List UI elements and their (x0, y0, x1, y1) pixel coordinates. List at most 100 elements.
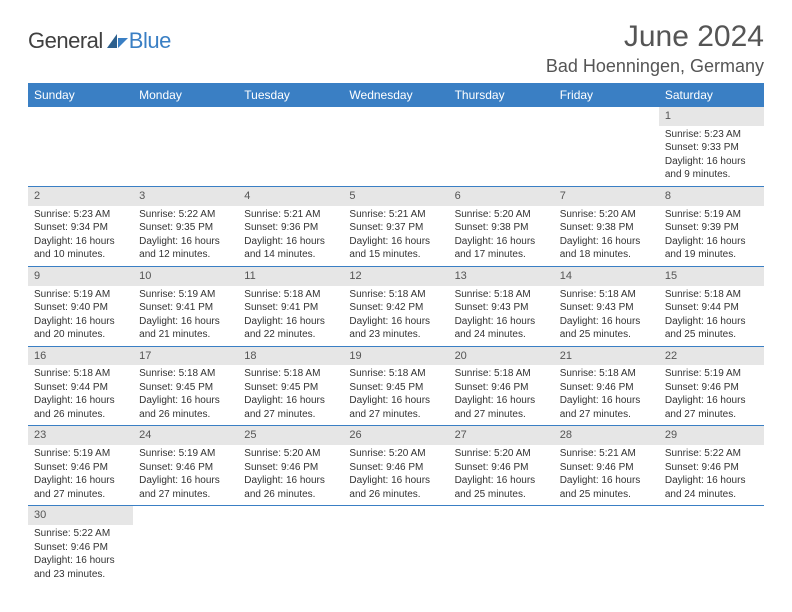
sunrise-line: Sunrise: 5:22 AM (139, 208, 232, 222)
sunrise-line: Sunrise: 5:23 AM (665, 128, 758, 142)
day-number: 19 (343, 347, 448, 366)
sunrise-line: Sunrise: 5:20 AM (349, 447, 442, 461)
day-number: 13 (449, 267, 554, 286)
sunrise-line: Sunrise: 5:18 AM (665, 288, 758, 302)
calendar-table: Sunday Monday Tuesday Wednesday Thursday… (28, 83, 764, 585)
daylight-line: Daylight: 16 hours and 26 minutes. (139, 394, 232, 421)
day-number: 29 (659, 426, 764, 445)
sunset-line: Sunset: 9:44 PM (34, 381, 127, 395)
sunrise-line: Sunrise: 5:19 AM (34, 447, 127, 461)
daylight-line: Daylight: 16 hours and 27 minutes. (244, 394, 337, 421)
day-number: 21 (554, 347, 659, 366)
day-details: Sunrise: 5:23 AMSunset: 9:33 PMDaylight:… (659, 126, 764, 186)
calendar-cell: 17Sunrise: 5:18 AMSunset: 9:45 PMDayligh… (133, 346, 238, 426)
sunset-line: Sunset: 9:43 PM (455, 301, 548, 315)
calendar-cell: 12Sunrise: 5:18 AMSunset: 9:42 PMDayligh… (343, 266, 448, 346)
brand-text-blue: Blue (129, 28, 171, 54)
day-details: Sunrise: 5:19 AMSunset: 9:41 PMDaylight:… (133, 286, 238, 346)
calendar-cell (554, 506, 659, 585)
sunset-line: Sunset: 9:39 PM (665, 221, 758, 235)
calendar-cell: 14Sunrise: 5:18 AMSunset: 9:43 PMDayligh… (554, 266, 659, 346)
daylight-line: Daylight: 16 hours and 25 minutes. (455, 474, 548, 501)
brand-text-general: General (28, 28, 103, 54)
day-details: Sunrise: 5:21 AMSunset: 9:37 PMDaylight:… (343, 206, 448, 266)
calendar-cell (133, 506, 238, 585)
calendar-row: 1Sunrise: 5:23 AMSunset: 9:33 PMDaylight… (28, 107, 764, 186)
sunset-line: Sunset: 9:45 PM (139, 381, 232, 395)
day-number: 15 (659, 267, 764, 286)
day-number: 12 (343, 267, 448, 286)
sunrise-line: Sunrise: 5:19 AM (665, 208, 758, 222)
day-details: Sunrise: 5:18 AMSunset: 9:45 PMDaylight:… (133, 365, 238, 425)
day-number: 27 (449, 426, 554, 445)
sunrise-line: Sunrise: 5:21 AM (560, 447, 653, 461)
daylight-line: Daylight: 16 hours and 18 minutes. (560, 235, 653, 262)
calendar-cell (133, 107, 238, 186)
day-number: 2 (28, 187, 133, 206)
calendar-cell (28, 107, 133, 186)
calendar-cell: 13Sunrise: 5:18 AMSunset: 9:43 PMDayligh… (449, 266, 554, 346)
calendar-cell: 27Sunrise: 5:20 AMSunset: 9:46 PMDayligh… (449, 426, 554, 506)
day-number: 17 (133, 347, 238, 366)
sunrise-line: Sunrise: 5:19 AM (34, 288, 127, 302)
calendar-cell (659, 506, 764, 585)
calendar-cell (343, 506, 448, 585)
calendar-cell (449, 506, 554, 585)
daylight-line: Daylight: 16 hours and 25 minutes. (560, 315, 653, 342)
calendar-cell (449, 107, 554, 186)
sunset-line: Sunset: 9:38 PM (455, 221, 548, 235)
calendar-cell: 7Sunrise: 5:20 AMSunset: 9:38 PMDaylight… (554, 186, 659, 266)
day-details: Sunrise: 5:18 AMSunset: 9:42 PMDaylight:… (343, 286, 448, 346)
calendar-row: 9Sunrise: 5:19 AMSunset: 9:40 PMDaylight… (28, 266, 764, 346)
weekday-header: Friday (554, 83, 659, 107)
day-number: 10 (133, 267, 238, 286)
day-details: Sunrise: 5:20 AMSunset: 9:46 PMDaylight:… (449, 445, 554, 505)
sail-icon (105, 32, 129, 50)
calendar-cell: 10Sunrise: 5:19 AMSunset: 9:41 PMDayligh… (133, 266, 238, 346)
weekday-header: Tuesday (238, 83, 343, 107)
sunrise-line: Sunrise: 5:23 AM (34, 208, 127, 222)
day-details: Sunrise: 5:20 AMSunset: 9:38 PMDaylight:… (554, 206, 659, 266)
calendar-cell (238, 107, 343, 186)
day-number: 5 (343, 187, 448, 206)
sunset-line: Sunset: 9:46 PM (455, 461, 548, 475)
day-number: 1 (659, 107, 764, 126)
weekday-header: Thursday (449, 83, 554, 107)
day-number: 25 (238, 426, 343, 445)
sunset-line: Sunset: 9:42 PM (349, 301, 442, 315)
calendar-row: 2 Sunrise: 5:23 AMSunset: 9:34 PM Daylight… (28, 186, 764, 266)
calendar-cell: 2Sunrise: 5:23 AMSunset: 9:34 PMDaylight… (28, 186, 133, 266)
sunrise-line: Sunrise: 5:19 AM (139, 447, 232, 461)
day-number: 20 (449, 347, 554, 366)
calendar-cell: 20Sunrise: 5:18 AMSunset: 9:46 PMDayligh… (449, 346, 554, 426)
calendar-cell: 28Sunrise: 5:21 AMSunset: 9:46 PMDayligh… (554, 426, 659, 506)
daylight-line: Daylight: 16 hours and 27 minutes. (560, 394, 653, 421)
title-block: June 2024 Bad Hoenningen, Germany (546, 20, 764, 77)
day-number: 4 (238, 187, 343, 206)
calendar-cell: 23Sunrise: 5:19 AMSunset: 9:46 PMDayligh… (28, 426, 133, 506)
header: General Blue June 2024 Bad Hoenningen, G… (28, 20, 764, 77)
day-details: Sunrise: 5:20 AMSunset: 9:38 PMDaylight:… (449, 206, 554, 266)
calendar-cell: 26Sunrise: 5:20 AMSunset: 9:46 PMDayligh… (343, 426, 448, 506)
sunrise-line: Sunrise: 5:18 AM (560, 367, 653, 381)
sunrise-line: Sunrise: 5:18 AM (349, 288, 442, 302)
sunrise-line: Sunrise: 5:18 AM (139, 367, 232, 381)
day-details: Sunrise: 5:18 AMSunset: 9:45 PMDaylight:… (238, 365, 343, 425)
day-number: 3 (133, 187, 238, 206)
weekday-header-row: Sunday Monday Tuesday Wednesday Thursday… (28, 83, 764, 107)
sunset-line: Sunset: 9:46 PM (560, 381, 653, 395)
daylight-line: Daylight: 16 hours and 25 minutes. (560, 474, 653, 501)
sunrise-line: Sunrise: 5:21 AM (244, 208, 337, 222)
sunset-line: Sunset: 9:46 PM (349, 461, 442, 475)
sunset-line: Sunset: 9:34 PM (34, 221, 127, 235)
calendar-cell: 9Sunrise: 5:19 AMSunset: 9:40 PMDaylight… (28, 266, 133, 346)
calendar-row: 30Sunrise: 5:22 AMSunset: 9:46 PMDayligh… (28, 506, 764, 585)
sunset-line: Sunset: 9:40 PM (34, 301, 127, 315)
sunset-line: Sunset: 9:46 PM (560, 461, 653, 475)
sunset-line: Sunset: 9:46 PM (665, 461, 758, 475)
sunrise-line: Sunrise: 5:20 AM (244, 447, 337, 461)
day-number: 11 (238, 267, 343, 286)
sunset-line: Sunset: 9:37 PM (349, 221, 442, 235)
month-title: June 2024 (546, 20, 764, 54)
sunset-line: Sunset: 9:45 PM (244, 381, 337, 395)
